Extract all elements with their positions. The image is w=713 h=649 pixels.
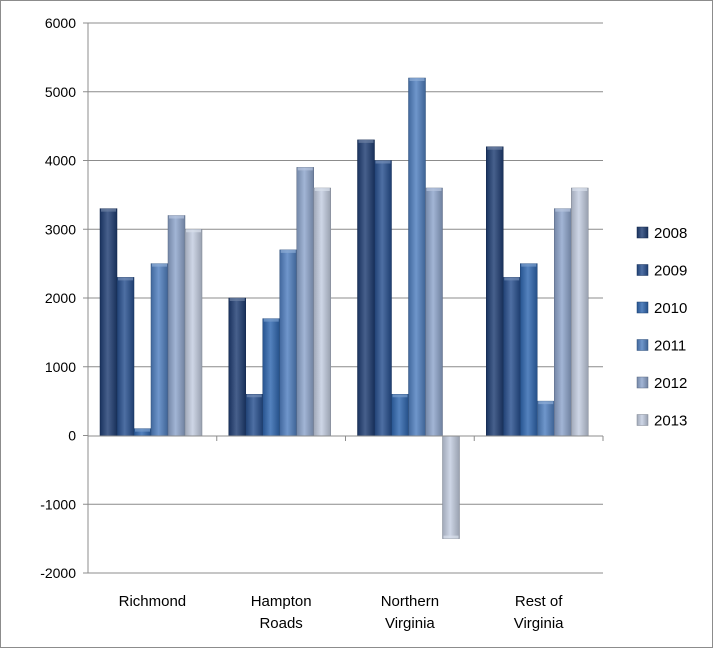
bar-bevel: [375, 160, 391, 164]
bar-2009-2: [374, 160, 392, 437]
bar-bevel: [297, 167, 313, 171]
y-tick-label: 3000: [45, 221, 76, 237]
legend-swatch-2008: [636, 226, 649, 239]
y-tick-label: -2000: [40, 565, 76, 581]
bar-2011-2: [408, 77, 426, 437]
x-tick-label: Rest of Virginia: [514, 593, 564, 632]
bar-bevel: [538, 401, 554, 405]
legend-label-2010: 2010: [654, 300, 687, 317]
bar-2012-1: [296, 167, 314, 437]
legend: 2008 2009 2010 2011 2012 2013: [636, 225, 687, 430]
bar-2010-1: [262, 318, 280, 437]
bar-2013-0: [184, 229, 203, 437]
bar-2011-0: [150, 263, 169, 437]
bar-2010-3: [520, 263, 538, 437]
bar-2012-3: [554, 208, 572, 437]
bar-2008-1: [228, 297, 246, 437]
bar-bevel: [555, 208, 571, 212]
bar-bevel: [229, 298, 245, 301]
legend-swatch-2010: [636, 301, 649, 314]
bar-bevel: [314, 188, 330, 191]
bar-2011-3: [537, 400, 555, 437]
y-tick-label: 5000: [45, 84, 76, 100]
legend-swatch-2011: [636, 339, 649, 351]
x-axis: Richmond Hampton Roads Northern Virginia Rest…: [87, 435, 604, 632]
legend-label-2008: 2008: [654, 225, 687, 242]
bar-2008-2: [357, 139, 375, 437]
bar-bevel: [409, 78, 425, 81]
bar-bevel: [169, 215, 184, 219]
bar-bevel: [101, 208, 116, 212]
bar-2013-1: [313, 187, 331, 437]
bar-2008-0: [99, 208, 118, 437]
y-axis: -2000 -1000 0 1000 2000 3000 4000 5000 6000: [40, 15, 89, 581]
y-tick-label: 6000: [45, 15, 76, 31]
bar-bevel: [392, 394, 408, 398]
legend-swatch-2009: [636, 264, 649, 276]
bars: [99, 77, 589, 539]
bar-2008-3: [486, 146, 504, 437]
bar-bevel: [358, 139, 374, 143]
bar-bevel: [572, 188, 588, 191]
legend-label-2013: 2013: [654, 413, 687, 430]
legend-label-2011: 2011: [654, 338, 686, 355]
bar-bevel: [186, 229, 201, 233]
bar-2013-2: [442, 435, 460, 539]
bar-2009-0: [116, 277, 135, 437]
y-tick-label: 0: [68, 428, 76, 444]
bar-bevel: [246, 394, 262, 398]
bar-bevel: [263, 318, 279, 322]
bar-2011-1: [279, 249, 297, 437]
bar-bevel: [135, 428, 150, 432]
bar-2012-0: [167, 215, 186, 437]
y-tick-label: 4000: [45, 153, 76, 169]
y-tick-label: 2000: [45, 290, 76, 306]
bar-bevel: [118, 277, 133, 281]
y-tick-label: -1000: [40, 496, 76, 512]
legend-swatch-2013: [636, 414, 649, 426]
legend-swatch-2012: [636, 376, 649, 389]
x-tick-label: Northern Virginia: [381, 593, 439, 632]
bar-bevel: [504, 277, 520, 281]
x-tick-label: Richmond: [119, 593, 187, 610]
bar-2010-2: [391, 394, 409, 437]
bar-2012-2: [425, 187, 443, 437]
legend-label-2012: 2012: [654, 375, 687, 392]
bar-2009-3: [503, 277, 521, 437]
bar-bevel: [280, 249, 296, 253]
y-tick-label: 1000: [45, 359, 76, 375]
bar-bevel: [443, 535, 459, 539]
bar-bevel: [521, 263, 537, 267]
bar-bevel: [426, 188, 442, 191]
x-tick-label: Hampton Roads: [251, 593, 312, 632]
bar-2009-1: [245, 394, 263, 437]
legend-label-2009: 2009: [654, 263, 687, 280]
bar-bevel: [152, 263, 167, 267]
bar-2013-3: [571, 187, 589, 437]
bar-bevel: [487, 146, 503, 150]
